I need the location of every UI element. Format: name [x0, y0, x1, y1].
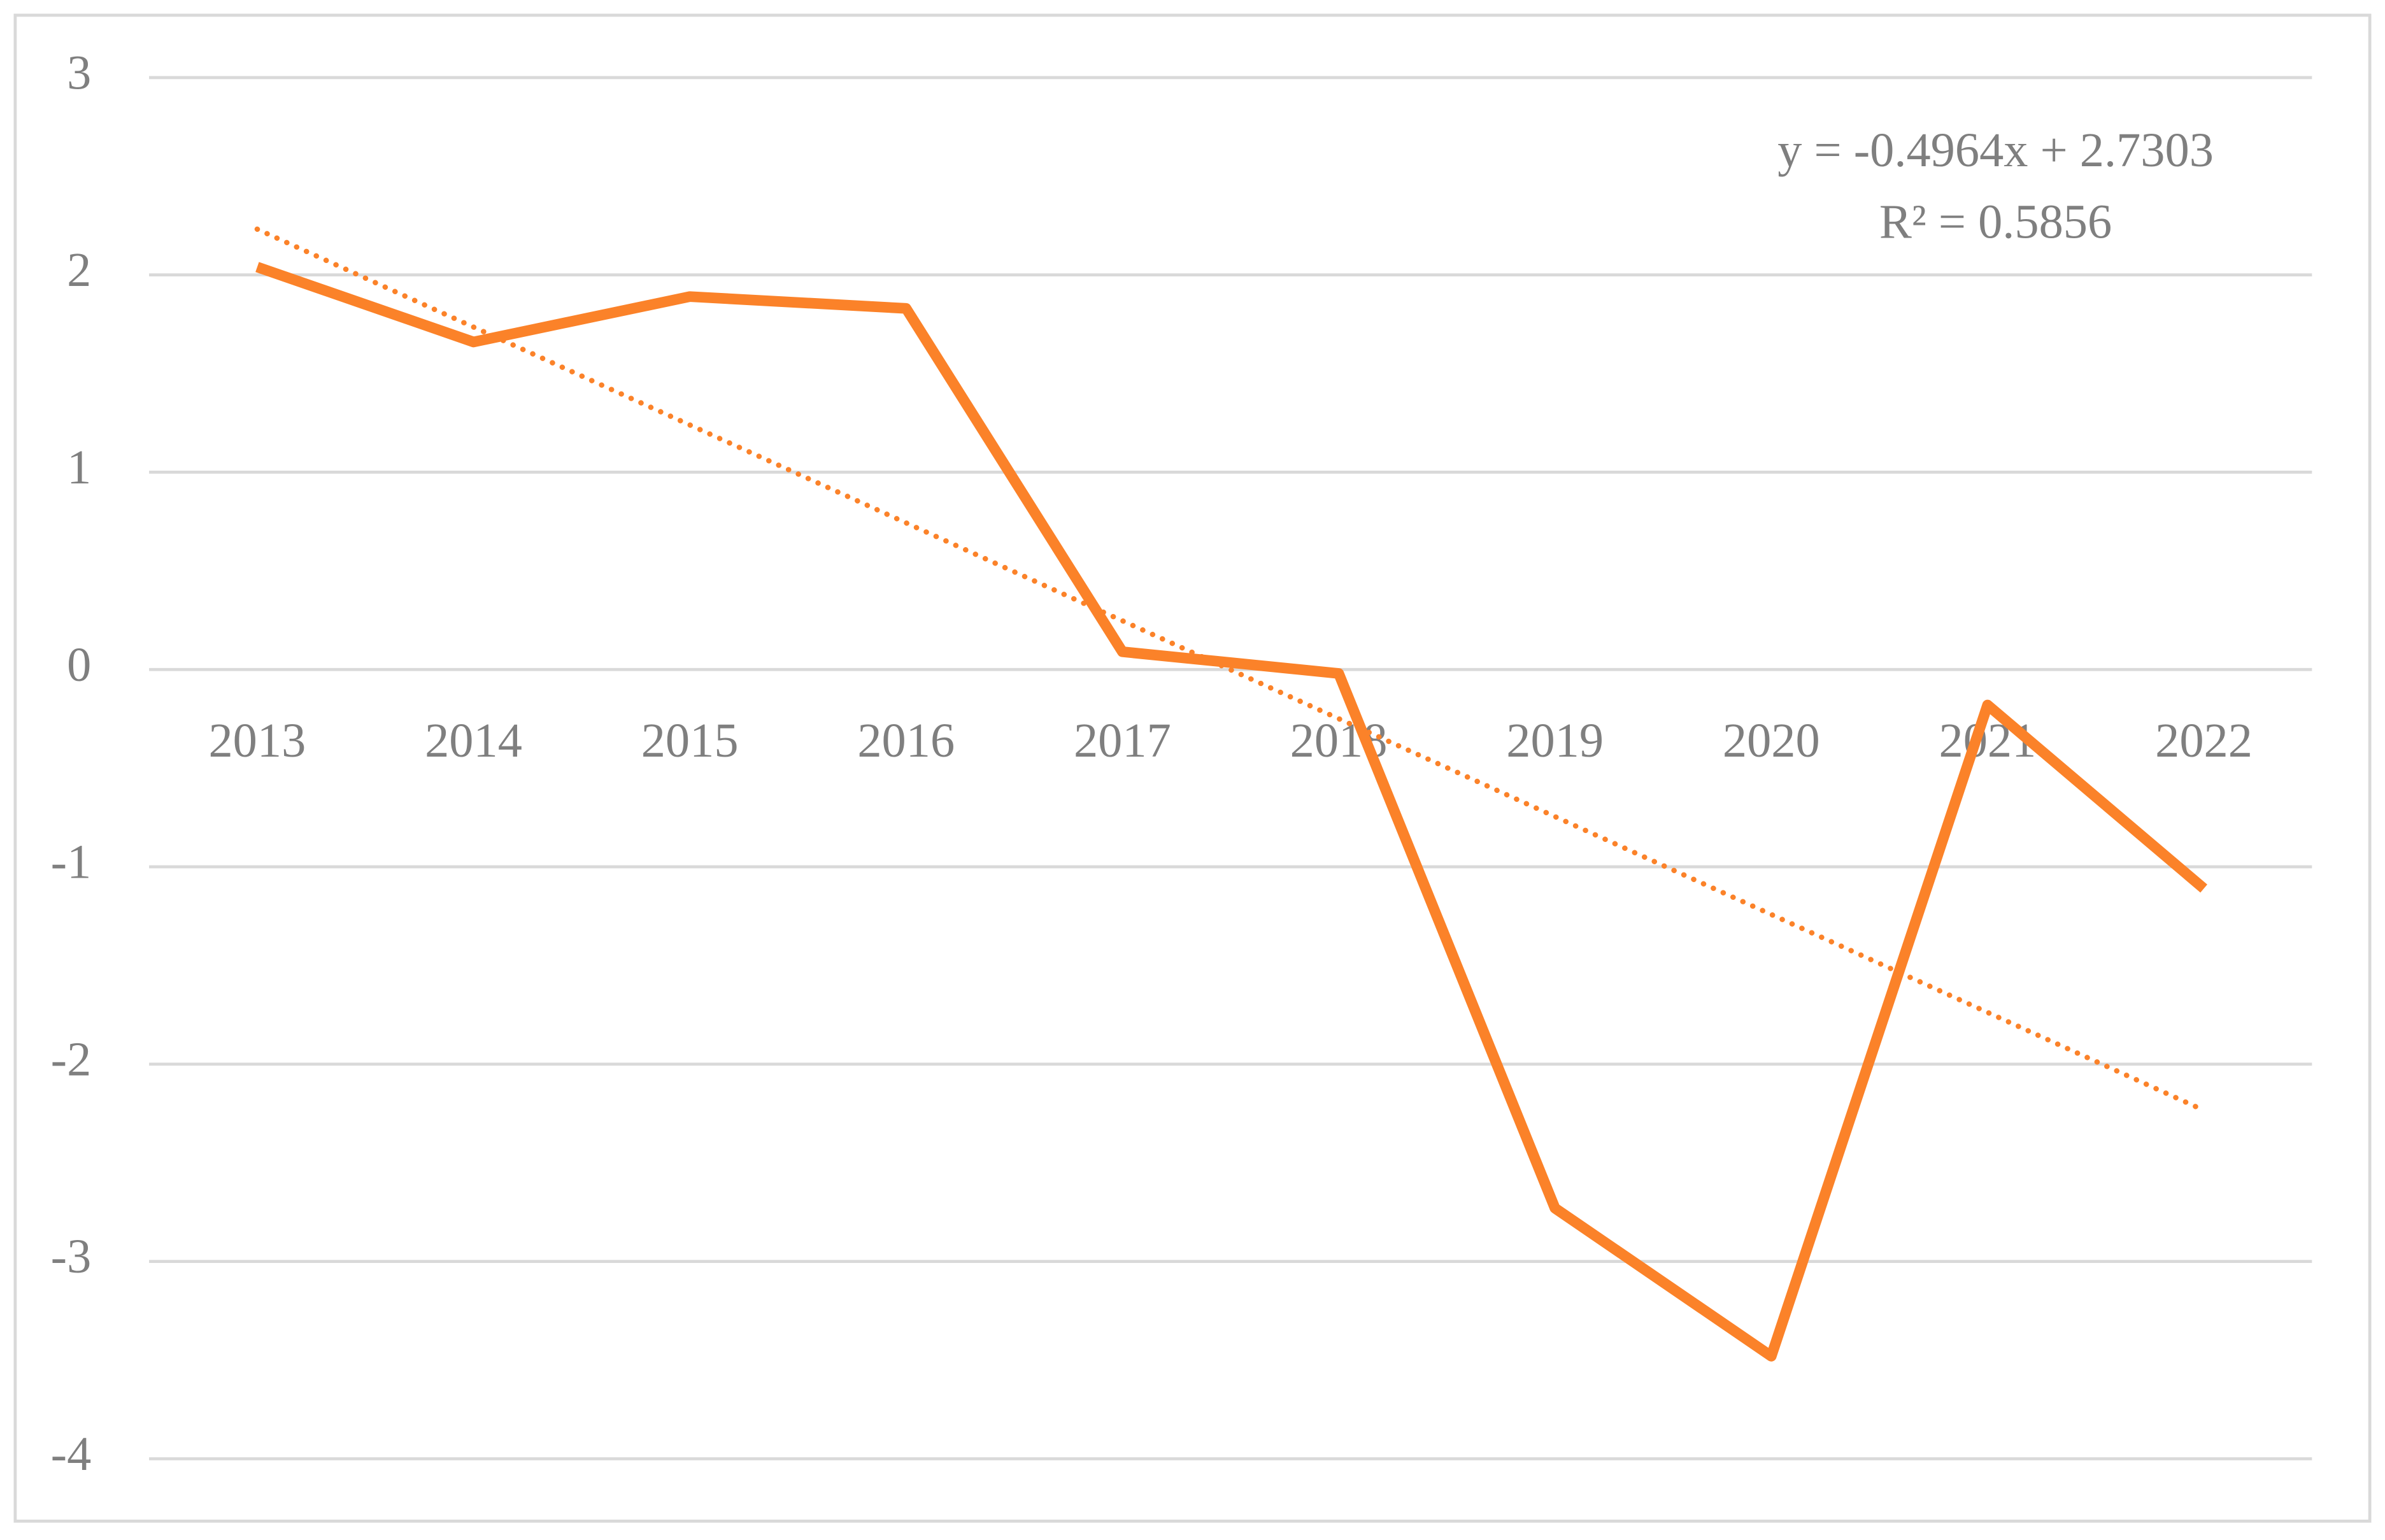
y-tick-label: 3 — [67, 45, 91, 99]
y-tick-label: 0 — [67, 638, 91, 692]
series-line — [255, 262, 2207, 1362]
x-tick-label: 2014 — [425, 713, 522, 767]
x-tick-label: 2017 — [1074, 713, 1171, 767]
y-tick-label: 2 — [67, 243, 91, 297]
y-tick-label: -1 — [51, 835, 92, 889]
x-tick-label: 2016 — [857, 713, 955, 767]
x-tick-label: 2020 — [1723, 713, 1820, 767]
trendline — [254, 226, 2207, 1113]
x-tick-label: 2022 — [2155, 713, 2253, 767]
x-tick-label: 2013 — [208, 713, 306, 767]
x-tick-label: 2019 — [1506, 713, 1604, 767]
y-tick-label: -2 — [51, 1032, 92, 1086]
y-tick-label: -4 — [51, 1427, 92, 1481]
chart-border — [13, 13, 2372, 1523]
y-tick-label: -3 — [51, 1229, 92, 1283]
trend-equation: y = -0.4964x + 2.7303 — [1777, 123, 2214, 177]
y-tick-label: 1 — [67, 440, 91, 494]
x-tick-label: 2015 — [641, 713, 739, 767]
r-squared: R² = 0.5856 — [1879, 194, 2112, 248]
x-tick-label: 2021 — [1939, 713, 2037, 767]
